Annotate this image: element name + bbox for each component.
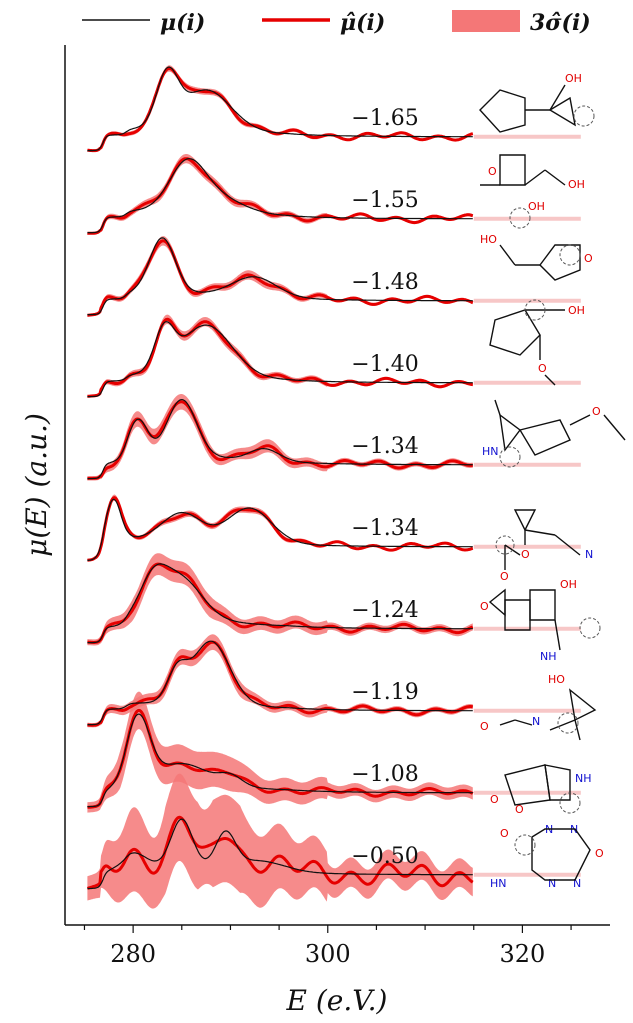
molecule-sketches: OH O OH OH HO O OH O xyxy=(479,72,626,890)
svg-text:NH: NH xyxy=(575,772,592,785)
uncertainty-band xyxy=(87,394,473,481)
molecule-2: O OH OH xyxy=(480,154,585,229)
molecule-1: OH xyxy=(479,72,595,133)
svg-text:O: O xyxy=(584,252,593,265)
molecule-4: OH O xyxy=(489,299,585,386)
curve-score-label: −1.55 xyxy=(351,188,418,213)
legend: μ(i) μ̂(i) 3σ̂(i) xyxy=(82,10,591,36)
svg-text:O: O xyxy=(490,793,499,806)
svg-text:N: N xyxy=(532,715,540,728)
curve-score-label: −1.40 xyxy=(351,352,418,377)
svg-text:O: O xyxy=(538,362,547,375)
curve-score-label: −1.65 xyxy=(351,106,418,131)
curve-score-label: −0.50 xyxy=(351,844,418,869)
svg-text:O: O xyxy=(480,600,489,613)
molecule-6: N O O xyxy=(495,509,593,583)
uncertainty-band xyxy=(87,65,473,152)
x-ticks: 280 300 320 xyxy=(83,925,572,968)
svg-text:O: O xyxy=(515,803,524,816)
svg-text:O: O xyxy=(595,847,604,860)
molecule-9: NH O O xyxy=(490,764,592,816)
truth-curve xyxy=(87,398,473,480)
svg-text:OH: OH xyxy=(568,304,585,317)
truth-curves xyxy=(87,66,473,890)
truth-curve xyxy=(87,498,473,561)
truth-curve xyxy=(87,321,473,398)
curve-score-label: −1.34 xyxy=(351,434,418,459)
curve-score-label: −1.48 xyxy=(351,270,418,295)
svg-text:OH: OH xyxy=(528,200,545,213)
svg-text:O: O xyxy=(480,720,489,733)
svg-text:HN: HN xyxy=(482,445,499,458)
svg-text:N: N xyxy=(548,877,556,890)
svg-text:O: O xyxy=(488,165,497,178)
y-axis-label: μ(E) (a.u.) xyxy=(20,413,53,557)
svg-text:OH: OH xyxy=(560,578,577,591)
x-axis-label: E (e.V.) xyxy=(286,984,388,1017)
svg-text:HN: HN xyxy=(490,877,507,890)
svg-text:O: O xyxy=(521,548,530,561)
legend-label-band: 3σ̂(i) xyxy=(530,10,591,36)
truth-curve xyxy=(87,237,473,316)
truth-curve xyxy=(87,713,473,808)
legend-label-truth: μ(i) xyxy=(160,10,205,36)
x-tick-label: 280 xyxy=(110,940,156,968)
prediction-curve xyxy=(86,815,474,890)
x-tick-label: 320 xyxy=(500,940,546,968)
svg-text:OH: OH xyxy=(568,178,585,191)
truth-curve xyxy=(87,818,473,890)
svg-text:O: O xyxy=(500,827,509,840)
curve-labels: −1.65 −1.55 −1.48 −1.40 −1.34 −1.34 −1.24 −1.19… xyxy=(351,106,418,869)
curve-score-label: −1.19 xyxy=(351,680,418,705)
svg-text:N: N xyxy=(573,877,581,890)
prediction-curve xyxy=(86,496,474,562)
svg-text:NH: NH xyxy=(540,650,557,663)
curve-score-label: −1.34 xyxy=(351,516,418,541)
svg-text:N: N xyxy=(585,548,593,561)
svg-text:O: O xyxy=(500,570,509,583)
truth-curve xyxy=(87,66,473,152)
molecule-3: HO O xyxy=(480,233,593,281)
molecule-7: O OH NH xyxy=(480,578,601,663)
x-tick-label: 300 xyxy=(305,940,351,968)
molecule-5: O HN xyxy=(482,399,626,468)
curve-score-label: −1.24 xyxy=(351,598,418,623)
truth-curve xyxy=(87,563,473,644)
legend-swatch-band xyxy=(452,10,520,32)
molecule-10: O N N O N N HN xyxy=(490,823,604,890)
curve-score-label: −1.08 xyxy=(351,762,418,787)
truth-curve xyxy=(87,640,473,726)
legend-label-prediction: μ̂(i) xyxy=(340,10,385,36)
uncertainty-band xyxy=(87,154,473,235)
svg-text:O: O xyxy=(592,405,601,418)
truth-curve xyxy=(87,158,473,234)
svg-text:HO: HO xyxy=(548,673,565,686)
svg-text:HO: HO xyxy=(480,233,497,246)
svg-text:OH: OH xyxy=(565,72,582,85)
molecule-8: HO N O xyxy=(480,673,597,741)
